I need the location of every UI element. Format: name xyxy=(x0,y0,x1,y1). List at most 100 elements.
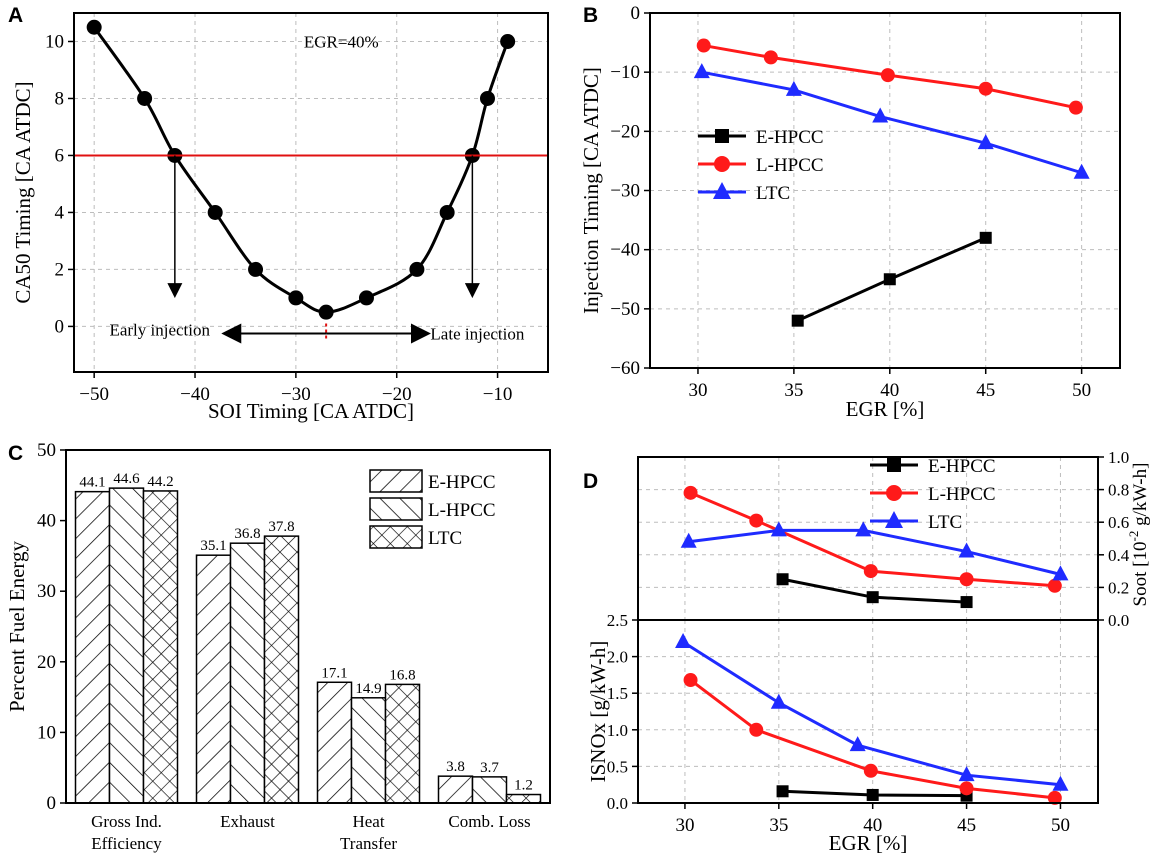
bar-e-hpcc xyxy=(316,681,353,804)
y-axis-label: ISNOx [g/kW-h] xyxy=(586,641,610,783)
y-tick-label: 30 xyxy=(37,581,56,602)
x-tick-label: 35 xyxy=(784,380,803,401)
series-line-ltc xyxy=(682,640,1061,787)
panel-c-chart: 44.1 44.6 44.2 Gross Ind. Efficiency 35.1 36.8… xyxy=(5,440,551,853)
legend-label: L-HPCC xyxy=(928,484,996,505)
data-point-ca50 xyxy=(500,33,516,49)
data-point-ca50 xyxy=(207,204,223,220)
x-tick-label: 45 xyxy=(976,380,995,401)
y-tick-label: 0.0 xyxy=(1108,611,1129,630)
data-point-e-hpcc xyxy=(979,231,992,244)
data-point-ca50 xyxy=(439,204,455,220)
legend-swatch xyxy=(369,469,423,493)
data-point-l-hpcc xyxy=(880,68,895,83)
bar-data-label: 17.1 xyxy=(321,665,347,681)
bar-e-hpcc xyxy=(74,490,111,804)
data-point-ltc xyxy=(693,63,710,79)
data-point-ltc xyxy=(958,542,975,558)
annotation-late: Late injection xyxy=(430,325,524,344)
bar-data-label: 36.8 xyxy=(234,526,260,542)
bar-ltc xyxy=(263,535,300,804)
panel-b-chart: E-HPCC L-HPCC LTC 30 35 40 45 50 0 −10 −20 −30 −40 −5… xyxy=(579,3,1121,421)
data-point-ltc xyxy=(849,736,866,752)
data-point-l-hpcc xyxy=(863,763,878,778)
category-label: Transfer xyxy=(340,834,397,853)
x-tick-label: −40 xyxy=(180,384,210,405)
data-point-ltc xyxy=(977,134,994,150)
legend-marker xyxy=(886,485,902,501)
data-point-e-hpcc xyxy=(791,314,804,327)
legend-label: E-HPCC xyxy=(928,456,996,477)
data-point-ca50 xyxy=(318,304,334,320)
bar-data-label: 1.2 xyxy=(514,778,533,794)
data-point-ltc xyxy=(785,80,802,96)
x-tick-label: 40 xyxy=(863,815,882,836)
legend-label: L-HPCC xyxy=(756,155,824,176)
bar-l-hpcc xyxy=(108,487,145,804)
data-point-l-hpcc xyxy=(978,81,993,96)
panel-d-chart: E-HPCC L-HPCC LTC 0.0 0.2 0.4 0.6 0.8 1.0 0.0 0.5 1… xyxy=(586,448,1151,855)
data-point-ca50 xyxy=(479,90,495,106)
data-point-ltc xyxy=(770,693,787,709)
y-tick-label: 2.5 xyxy=(607,611,628,630)
bar-data-label: 3.7 xyxy=(480,760,499,776)
data-point-ltc xyxy=(855,521,872,537)
data-point-l-hpcc xyxy=(959,572,974,587)
y-tick-label: 0.4 xyxy=(1108,546,1130,565)
y-tick-label: 40 xyxy=(37,511,56,532)
y-tick-label: 10 xyxy=(45,31,64,52)
bar-ltc xyxy=(142,490,179,804)
bar-data-label: 16.8 xyxy=(389,667,415,683)
data-point-ltc xyxy=(675,632,692,648)
panel-a-chart: Early injection Late injection EGR=40% −50 −… xyxy=(11,12,549,423)
y-tick-label: −60 xyxy=(610,358,640,379)
annotation-early: Early injection xyxy=(109,321,210,340)
y-tick-label: 0.6 xyxy=(1108,513,1129,532)
data-point-ltc xyxy=(1073,163,1090,179)
x-tick-label: 35 xyxy=(769,815,788,836)
data-point-l-hpcc xyxy=(683,485,698,500)
y-tick-label: 10 xyxy=(37,722,56,743)
data-point-e-hpcc xyxy=(883,273,896,286)
data-point-l-hpcc xyxy=(1047,790,1062,805)
data-point-e-hpcc xyxy=(776,573,789,586)
data-point-ca50 xyxy=(409,261,425,277)
data-point-ltc xyxy=(958,766,975,782)
legend-marker xyxy=(715,129,729,143)
bar-data-label: 44.1 xyxy=(79,475,105,491)
data-point-l-hpcc xyxy=(863,564,878,579)
x-tick-label: 50 xyxy=(1072,380,1091,401)
category-label: Efficiency xyxy=(91,834,162,853)
data-point-ca50 xyxy=(358,290,374,306)
bar-data-label: 44.6 xyxy=(113,471,140,487)
y-tick-label: 2 xyxy=(55,259,65,280)
legend-swatch xyxy=(369,497,423,521)
bar-e-hpcc xyxy=(195,554,232,804)
y-axis-label: Percent Fuel Energy xyxy=(5,540,29,712)
y-tick-label: 20 xyxy=(37,652,56,673)
data-point-e-hpcc xyxy=(866,788,879,801)
legend-label: LTC xyxy=(928,512,962,533)
legend-marker xyxy=(887,458,901,472)
data-point-l-hpcc xyxy=(749,722,764,737)
annotation-egr: EGR=40% xyxy=(304,32,379,51)
x-axis-label: EGR [%] xyxy=(829,831,908,855)
y-tick-label: 1.5 xyxy=(607,684,628,703)
data-point-ca50 xyxy=(288,290,304,306)
x-axis-label: EGR [%] xyxy=(846,397,925,421)
data-point-e-hpcc xyxy=(866,591,879,604)
data-point-ltc xyxy=(1052,565,1069,581)
data-point-ltc xyxy=(770,521,787,537)
y-tick-label: −50 xyxy=(610,299,640,320)
data-point-l-hpcc xyxy=(959,781,974,796)
panel-label-b: B xyxy=(583,4,598,27)
data-point-l-hpcc xyxy=(696,38,711,53)
data-point-ca50 xyxy=(86,19,102,35)
y-axis-label: Injection Timing [CA ATDC] xyxy=(579,67,603,314)
y-tick-label: 0.2 xyxy=(1108,578,1129,597)
panel-label-a: A xyxy=(8,4,23,27)
legend-label: LTC xyxy=(428,528,462,549)
data-point-ltc xyxy=(680,532,697,548)
plot-frame xyxy=(637,619,1099,804)
